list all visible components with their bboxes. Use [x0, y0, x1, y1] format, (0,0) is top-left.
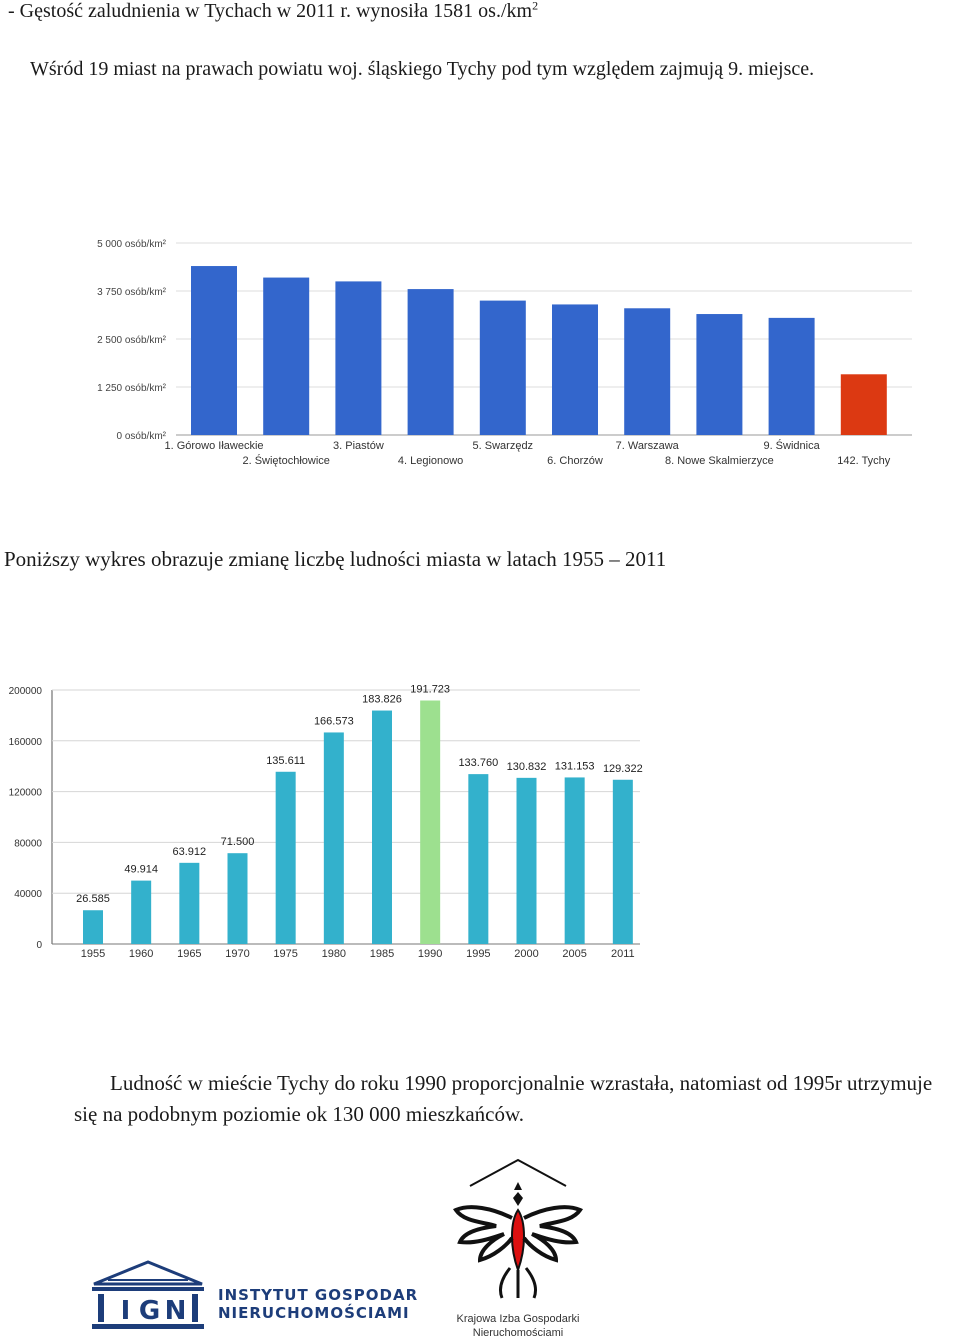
population-y-tick-label: 160000 [9, 737, 43, 748]
density-x-label: 1. Górowo Iławeckie [164, 440, 263, 452]
density-x-label: 3. Piastów [333, 440, 384, 452]
density-chart-bars [191, 266, 887, 435]
ign-logo-letter-i: I [121, 1296, 132, 1326]
density-y-tick-label: 2 500 osób/km² [97, 335, 167, 346]
ign-logo-line2: Nieruchomościami [218, 1303, 410, 1322]
population-y-tick-label: 200000 [9, 686, 43, 697]
ign-logo: I G N Instytut Gospodarki Nieruchomościa… [92, 1260, 418, 1329]
ign-logo-letter-n: N [165, 1296, 188, 1326]
population-bar [612, 779, 633, 944]
population-x-label: 2011 [611, 948, 635, 960]
population-x-label: 1995 [466, 948, 490, 960]
population-bar [131, 880, 152, 944]
population-x-label: 1970 [225, 948, 249, 960]
density-bar [768, 317, 815, 435]
population-y-tick-label: 0 [36, 940, 42, 951]
population-data-label: 191.723 [410, 684, 450, 696]
population-x-label: 1965 [177, 948, 201, 960]
population-bar [420, 700, 441, 944]
population-data-label: 129.322 [603, 763, 643, 775]
population-chart-y-ticks: 0 40000 80000 120000 160000 200000 [9, 686, 43, 951]
ign-building-icon [92, 1260, 204, 1329]
population-data-label: 26.585 [76, 893, 110, 905]
population-bar [275, 771, 296, 944]
population-data-label: 135.611 [266, 755, 305, 767]
population-x-label: 1955 [81, 948, 105, 960]
density-y-tick-label: 5 000 osób/km² [97, 239, 167, 250]
density-x-label: 2. Świętochłowice [242, 454, 329, 467]
kign-logo: Krajowa Izba Gospodarki Nieruchomościami [452, 1158, 584, 1339]
density-chart-x-labels: 1. Górowo Iławeckie 2. Świętochłowice 3. P… [164, 439, 890, 467]
eagle-emblem-icon [452, 1158, 584, 1299]
population-chart-bars [83, 700, 633, 944]
density-bar [552, 304, 598, 435]
density-x-label: 6. Chorzów [547, 455, 603, 467]
density-ranking-chart: 0 osób/km² 1 250 osób/km² 2 500 osób/km² 3 … [97, 239, 912, 467]
density-x-label: 8. Nowe Skalmierzyce [665, 455, 774, 467]
density-text: - Gęstość zaludnienia w Tychach w 2011 r… [8, 0, 538, 23]
population-x-label: 2000 [514, 948, 538, 960]
density-bar [624, 308, 671, 435]
population-bar [227, 853, 248, 944]
population-bar [179, 862, 200, 944]
density-chart-y-ticks: 0 osób/km² 1 250 osób/km² 2 500 osób/km² 3 … [97, 239, 167, 442]
density-y-tick-label: 3 750 osób/km² [97, 287, 167, 298]
population-data-label: 166.573 [314, 715, 354, 727]
density-bar [840, 374, 887, 435]
population-data-label: 183.826 [362, 694, 402, 706]
population-bar [516, 777, 537, 944]
population-data-label: 133.760 [458, 757, 498, 769]
ranking-text: Wśród 19 miast na prawach powiatu woj. ś… [30, 58, 815, 80]
density-x-label: 9. Świdnica [763, 439, 820, 452]
population-data-label: 71.500 [221, 836, 255, 848]
population-chart: 0 40000 80000 120000 160000 200000 26.585 49.9… [9, 684, 643, 960]
density-x-label: 5. Swarzędz [473, 440, 534, 452]
density-y-tick-label: 0 osób/km² [117, 431, 167, 442]
density-bar [407, 289, 454, 435]
population-chart-data-labels: 26.585 49.914 63.912 71.500 135.611 166.573 18… [76, 684, 643, 906]
density-x-label: 142. Tychy [837, 455, 890, 467]
population-y-tick-label: 40000 [14, 889, 42, 900]
population-bar [372, 710, 392, 944]
population-x-label: 1990 [418, 948, 442, 960]
population-x-label: 1985 [370, 948, 394, 960]
population-bar [83, 910, 103, 944]
kign-logo-line1: Krajowa Izba Gospodarki [457, 1313, 580, 1325]
conclusion-paragraph: Ludność w mieście Tychy do roku 1990 pro… [74, 1071, 933, 1126]
population-x-label: 1975 [273, 948, 297, 960]
population-y-tick-label: 120000 [9, 788, 43, 799]
population-bar [468, 774, 489, 944]
density-text-main: - Gęstość zaludnienia w Tychach w 2011 r… [8, 0, 533, 22]
ign-logo-letter-g: G [139, 1296, 161, 1326]
population-bar [323, 732, 344, 944]
population-data-label: 63.912 [173, 846, 207, 858]
population-chart-caption: Poniższy wykres obrazuje zmianę liczbę l… [4, 547, 667, 571]
density-bar [191, 266, 237, 435]
population-y-tick-label: 80000 [14, 838, 42, 849]
density-bar [335, 281, 382, 435]
density-bar [696, 314, 743, 435]
ign-logo-line1: Instytut Gospodarki [218, 1286, 418, 1304]
density-bar [479, 300, 526, 435]
population-data-label: 131.153 [555, 760, 595, 772]
density-y-tick-label: 1 250 osób/km² [97, 383, 167, 394]
density-x-label: 7. Warszawa [616, 440, 680, 452]
kign-logo-line2: Nieruchomościami [473, 1327, 563, 1339]
population-x-label: 1960 [129, 948, 153, 960]
population-chart-x-labels: 1955 1960 1965 1970 1975 1980 1985 1990 1995 2000… [81, 948, 635, 960]
population-data-label: 130.832 [507, 761, 547, 773]
population-bar [564, 777, 585, 944]
density-x-label: 4. Legionowo [398, 455, 463, 467]
population-data-label: 49.914 [124, 864, 158, 876]
density-unit-superscript: 2 [532, 0, 539, 13]
population-x-label: 2005 [562, 948, 586, 960]
population-x-label: 1980 [322, 948, 346, 960]
density-bar [263, 277, 310, 435]
